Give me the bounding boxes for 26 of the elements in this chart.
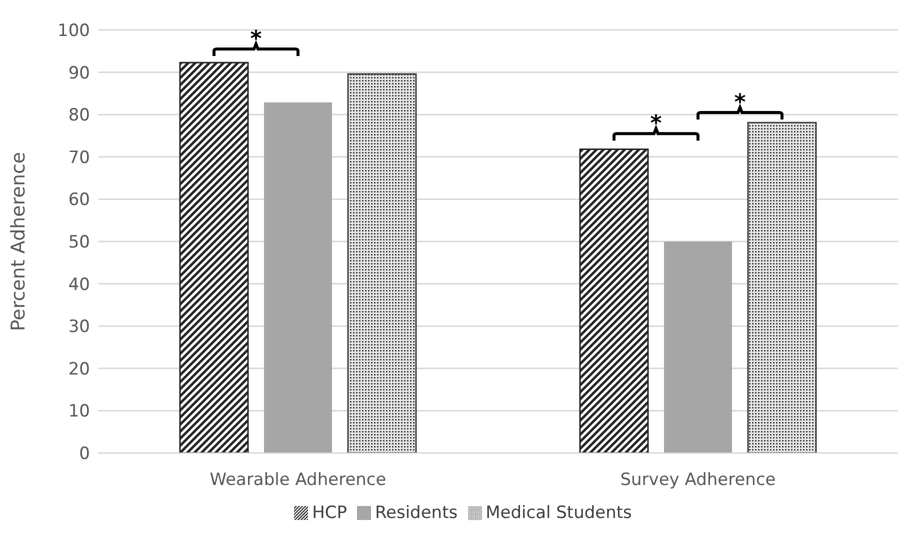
y-tick-label: 0: [79, 444, 90, 464]
y-tick-label: 30: [68, 317, 90, 338]
y-tick-label: 100: [58, 21, 90, 42]
y-axis-title: Percent Adherence: [8, 152, 30, 332]
y-tick-label: 70: [68, 148, 90, 168]
y-tick-label: 40: [68, 274, 90, 295]
y-tick-label: 60: [68, 190, 90, 210]
annotation: *: [650, 112, 662, 137]
y-tick-label: 10: [68, 402, 90, 422]
y-tick-label: 20: [68, 359, 90, 380]
y-tick-label: 80: [68, 106, 90, 126]
bar: [747, 122, 817, 453]
y-tick-label: 90: [68, 63, 90, 84]
annotation: *: [250, 27, 262, 52]
annotation: *: [734, 90, 746, 116]
bar: [664, 242, 732, 453]
bar: [264, 102, 332, 453]
x-tick-label: Survey Adherence: [620, 470, 776, 490]
legend-label: Residents: [374, 503, 458, 523]
legend-label: Medical Students: [486, 503, 632, 523]
bar: [579, 148, 649, 453]
legend-label: HCP: [312, 503, 347, 523]
bar: [179, 62, 249, 453]
y-tick-label: 50: [68, 232, 90, 253]
bar: [347, 73, 417, 453]
x-tick-label: Wearable Adherence: [210, 470, 386, 490]
